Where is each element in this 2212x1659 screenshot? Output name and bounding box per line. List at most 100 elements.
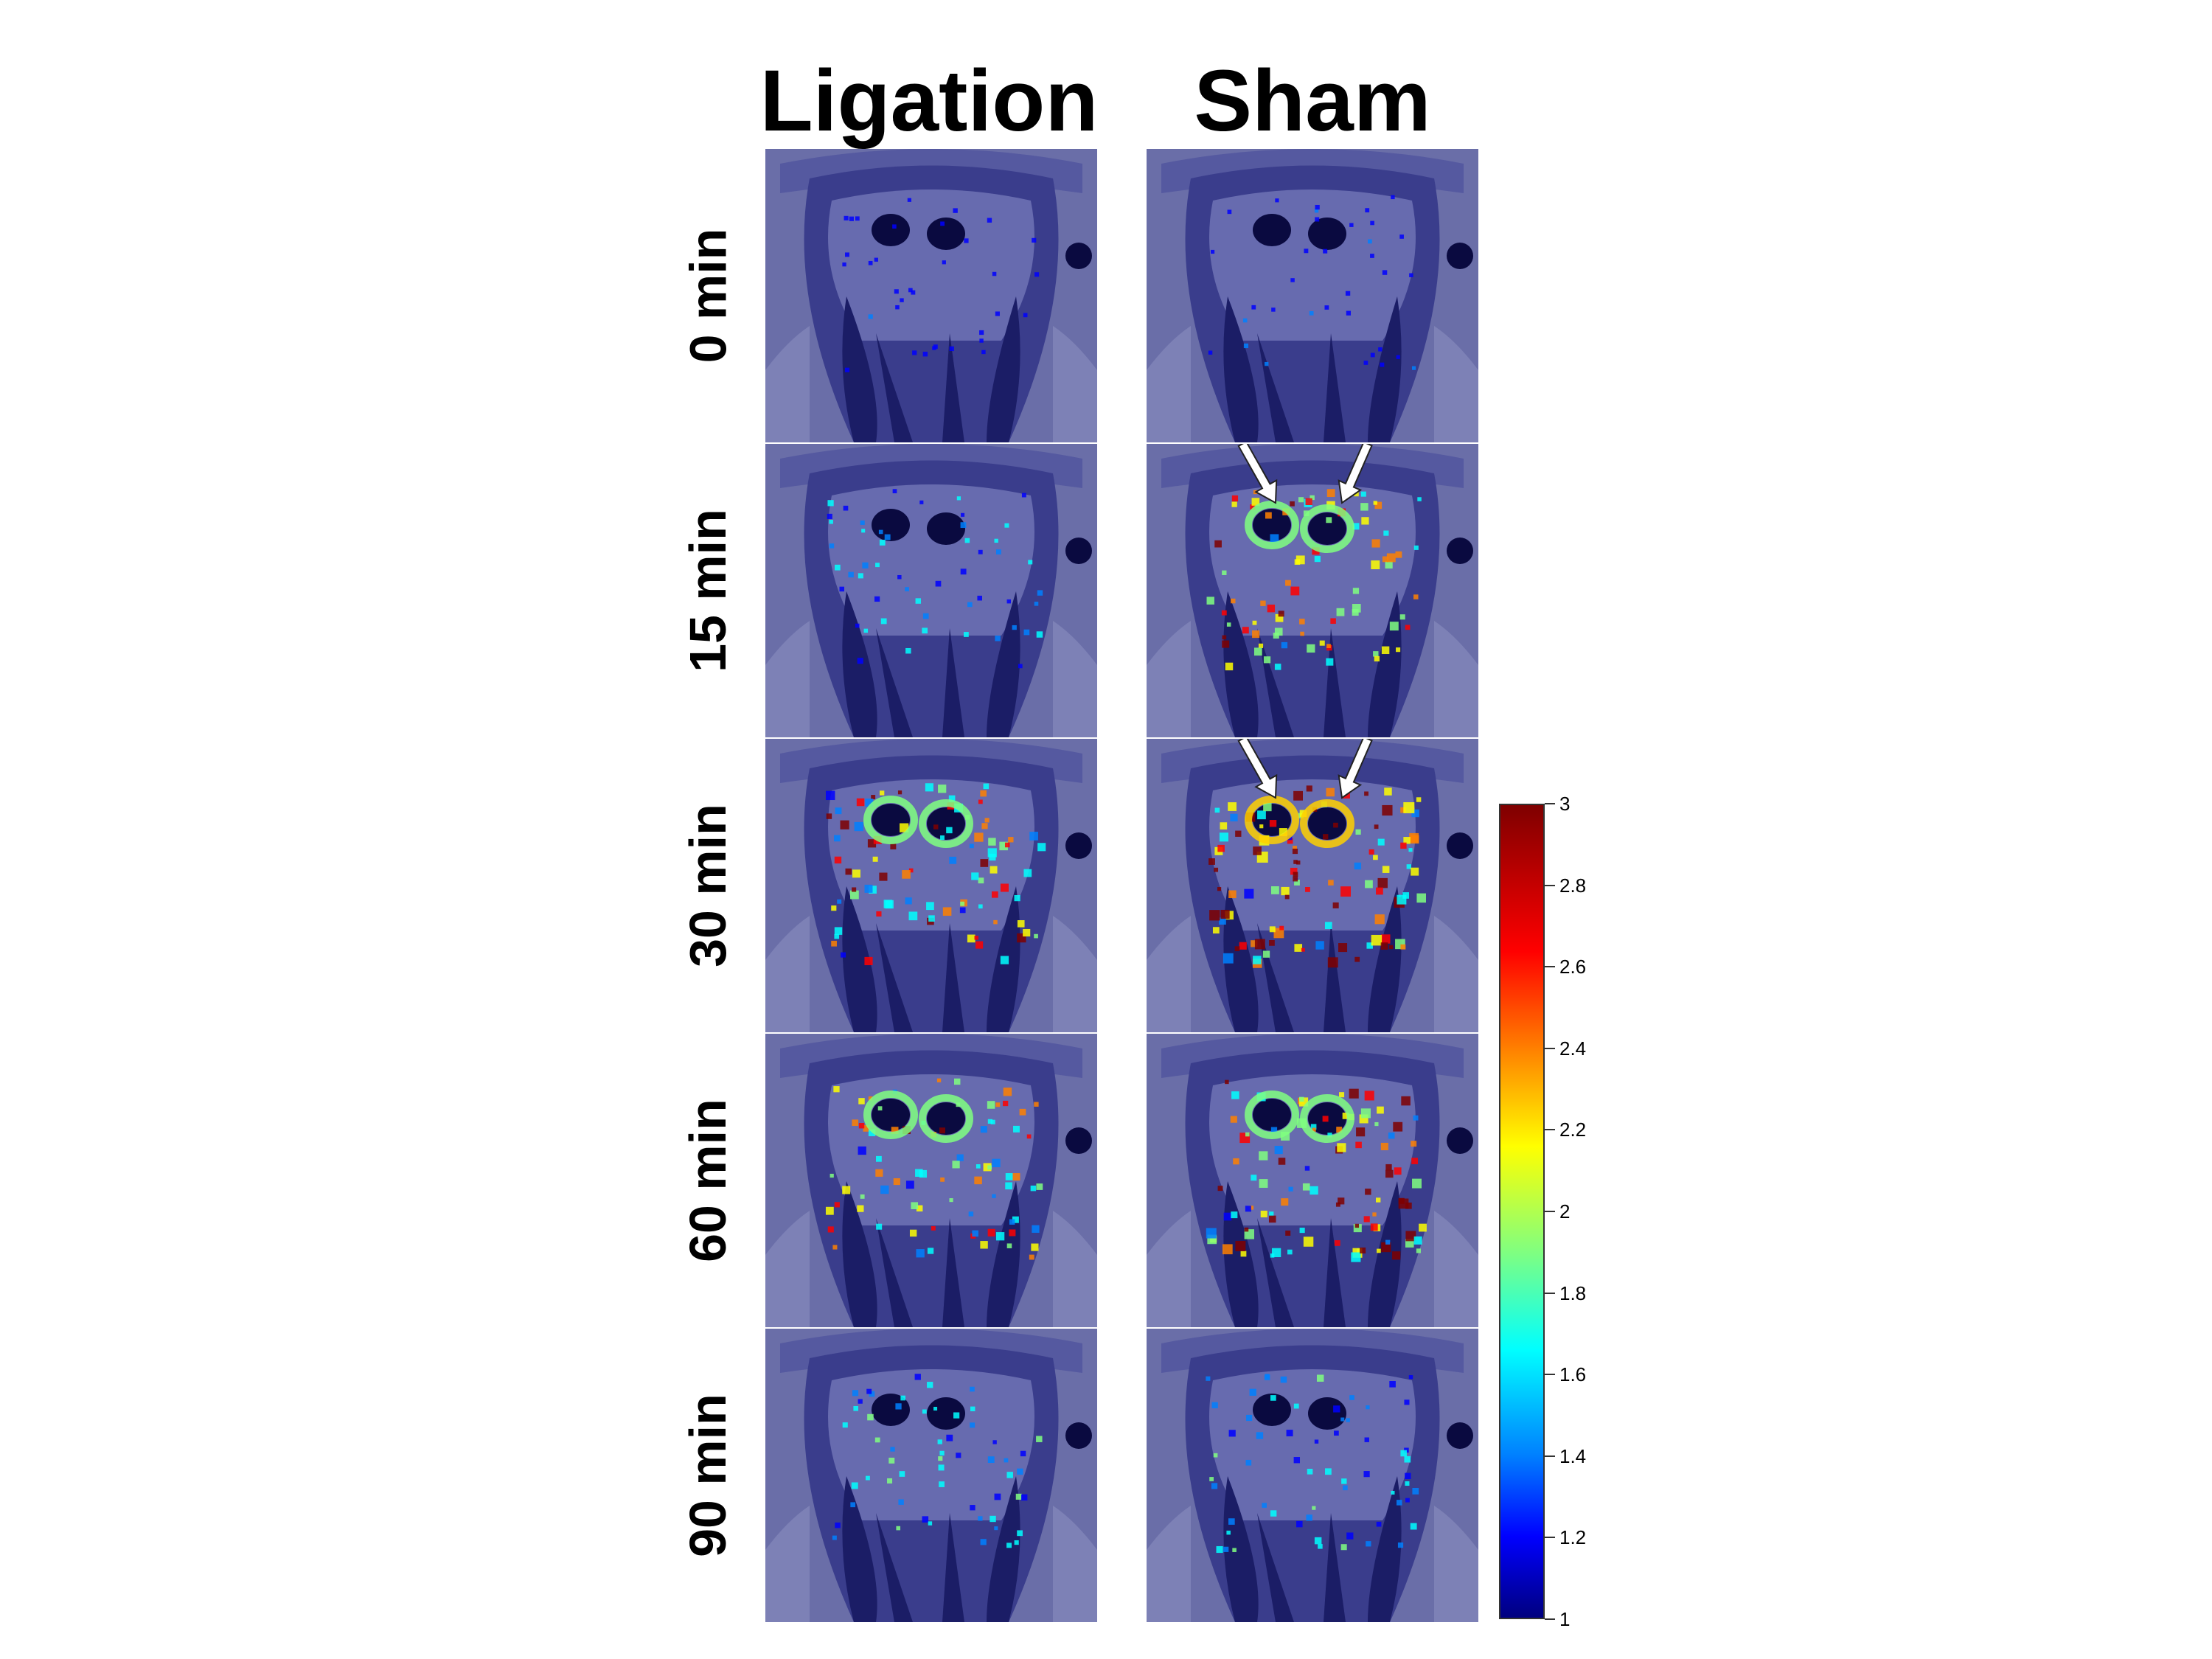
activation-voxel bbox=[1397, 1500, 1402, 1506]
activation-voxel bbox=[992, 1194, 996, 1198]
activation-voxel bbox=[908, 911, 918, 921]
activation-voxel bbox=[899, 1471, 905, 1477]
activation-voxel bbox=[1377, 1106, 1384, 1114]
activation-voxel bbox=[1382, 804, 1393, 816]
activation-voxel bbox=[1316, 1374, 1324, 1382]
activation-voxel bbox=[1349, 1088, 1359, 1099]
activation-voxel bbox=[949, 1198, 953, 1203]
activation-voxel bbox=[1328, 880, 1334, 886]
activation-voxel bbox=[939, 1481, 945, 1487]
activation-voxel bbox=[827, 500, 834, 507]
activation-voxel bbox=[1355, 829, 1361, 835]
activation-voxel bbox=[1351, 1252, 1361, 1262]
activation-voxel bbox=[1262, 950, 1270, 958]
colorbar-tick bbox=[1545, 1211, 1555, 1212]
activation-voxel bbox=[1307, 1469, 1313, 1475]
activation-voxel bbox=[1275, 613, 1284, 622]
activation-voxel bbox=[953, 208, 958, 213]
activation-voxel bbox=[1259, 824, 1264, 829]
activation-voxel bbox=[1381, 646, 1390, 655]
colorbar-tick bbox=[1545, 803, 1555, 804]
activation-voxel bbox=[1253, 956, 1262, 964]
activation-voxel bbox=[1288, 1186, 1293, 1192]
activation-voxel bbox=[1270, 1127, 1278, 1133]
activation-voxel bbox=[888, 1457, 895, 1464]
activation-voxel bbox=[1209, 1477, 1214, 1481]
activation-voxel bbox=[1252, 620, 1257, 625]
activation-voxel bbox=[896, 1526, 901, 1531]
colorbar-tick bbox=[1545, 884, 1555, 886]
activation-voxel bbox=[827, 513, 832, 519]
activation-voxel bbox=[1250, 504, 1256, 510]
activation-voxel bbox=[1318, 1544, 1323, 1549]
activation-voxel bbox=[905, 1180, 914, 1189]
activation-voxel bbox=[1346, 310, 1352, 316]
activation-voxel bbox=[1396, 355, 1400, 359]
activation-voxel bbox=[1206, 1376, 1211, 1381]
activation-voxel bbox=[995, 1102, 1001, 1107]
activation-voxel bbox=[1222, 570, 1227, 575]
activation-voxel bbox=[1231, 1211, 1238, 1219]
activation-voxel bbox=[1370, 254, 1374, 258]
activation-voxel bbox=[879, 872, 888, 881]
activation-voxel bbox=[942, 907, 952, 916]
activation-voxel bbox=[1376, 1521, 1382, 1527]
activation-voxel bbox=[1406, 864, 1411, 869]
activation-voxel bbox=[1412, 1487, 1419, 1495]
activation-voxel bbox=[1330, 618, 1336, 625]
activation-voxel bbox=[1281, 641, 1288, 649]
enhancement-ring bbox=[1300, 1094, 1354, 1143]
activation-voxel bbox=[1332, 902, 1339, 908]
activation-voxel bbox=[984, 818, 990, 823]
activation-voxel bbox=[1336, 1127, 1343, 1133]
activation-voxel bbox=[1374, 914, 1385, 925]
activation-voxel bbox=[1274, 627, 1283, 636]
activation-voxel bbox=[946, 827, 953, 834]
activation-voxel bbox=[1338, 1197, 1345, 1205]
activation-voxel bbox=[1408, 1375, 1413, 1380]
activation-voxel bbox=[875, 1169, 883, 1177]
activation-voxel bbox=[1242, 627, 1249, 634]
activation-voxel bbox=[1023, 869, 1032, 877]
activation-voxel bbox=[909, 1229, 917, 1237]
enhancement-ring bbox=[1245, 796, 1299, 844]
activation-voxel bbox=[864, 884, 873, 893]
activation-voxel bbox=[991, 891, 998, 898]
activation-voxel bbox=[1000, 956, 1009, 964]
activation-voxel bbox=[829, 543, 835, 549]
activation-voxel bbox=[1352, 588, 1360, 594]
activation-voxel bbox=[1398, 1198, 1409, 1209]
activation-voxel bbox=[1333, 1405, 1340, 1413]
activation-voxel bbox=[1416, 893, 1427, 903]
activation-voxel bbox=[1253, 846, 1262, 855]
activation-voxel bbox=[842, 1186, 851, 1194]
activation-voxel bbox=[1257, 810, 1266, 820]
activation-voxel bbox=[832, 1535, 837, 1540]
activation-voxel bbox=[1228, 802, 1237, 811]
activation-voxel bbox=[1269, 926, 1276, 933]
activation-voxel bbox=[1226, 622, 1231, 627]
activation-voxel bbox=[1341, 1478, 1347, 1484]
activation-voxel bbox=[1381, 934, 1391, 944]
activation-voxel bbox=[842, 262, 846, 267]
arrow-icon bbox=[1338, 739, 1373, 799]
activation-voxel bbox=[1323, 248, 1328, 254]
colorbar bbox=[1499, 804, 1545, 1619]
activation-voxel bbox=[994, 1493, 1001, 1500]
activation-voxel bbox=[1222, 640, 1230, 648]
activation-voxel bbox=[1244, 1229, 1255, 1239]
activation-voxel bbox=[1363, 361, 1368, 365]
mri-panel-sham-15min bbox=[1147, 444, 1478, 737]
activation-voxel bbox=[905, 897, 912, 905]
activation-voxel bbox=[919, 1169, 928, 1178]
activation-voxel bbox=[1405, 625, 1411, 630]
activation-voxel bbox=[980, 1126, 987, 1133]
activation-voxel bbox=[1227, 209, 1232, 215]
enhancement-ring bbox=[1245, 1091, 1299, 1139]
activation-voxel bbox=[1026, 1134, 1032, 1139]
activation-voxel bbox=[1209, 910, 1220, 921]
activation-voxel bbox=[1021, 493, 1026, 498]
activation-voxel bbox=[1327, 1133, 1332, 1138]
activation-voxel bbox=[959, 907, 966, 914]
activation-voxel bbox=[1314, 1537, 1322, 1545]
